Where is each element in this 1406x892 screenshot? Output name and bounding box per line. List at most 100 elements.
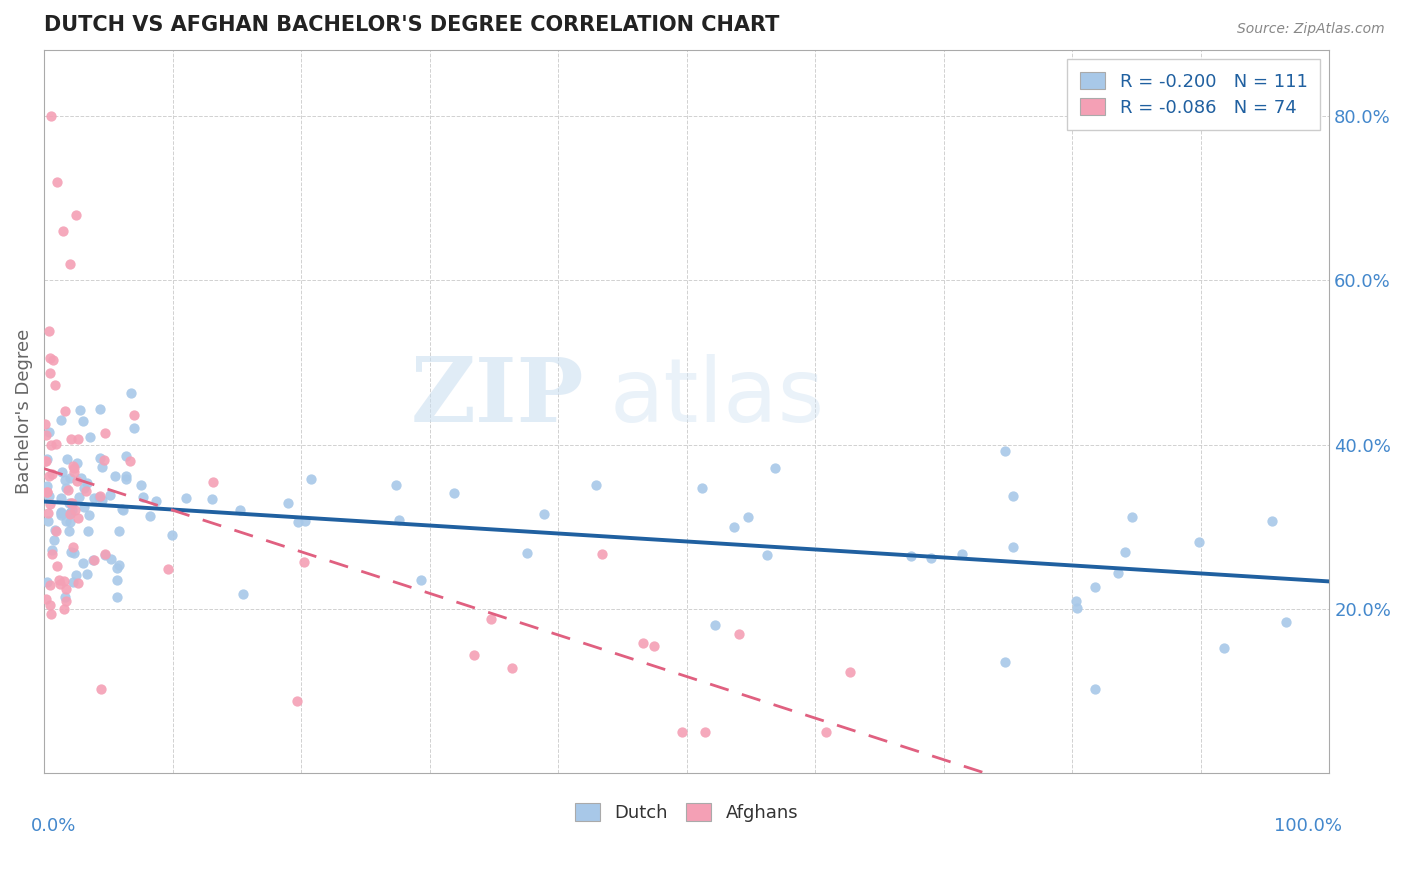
Point — [69, 403, 91, 417]
Point — [55, 452, 77, 467]
Point — [160, 528, 183, 542]
Point — [89, 682, 111, 697]
Point — [67, 576, 90, 591]
Point — [1107, 566, 1129, 581]
Point — [79, 430, 101, 444]
Point — [59, 515, 82, 529]
Point — [643, 639, 665, 653]
Point — [66, 432, 89, 446]
Point — [44, 523, 66, 537]
Point — [671, 725, 693, 739]
Point — [77, 508, 100, 522]
Point — [115, 469, 138, 483]
Point — [737, 509, 759, 524]
Point — [73, 500, 96, 514]
Point — [292, 555, 315, 569]
Point — [229, 503, 252, 517]
Point — [704, 617, 727, 632]
Point — [34, 417, 56, 431]
Point — [49, 505, 72, 519]
Point — [1084, 580, 1107, 594]
Point — [52, 602, 75, 616]
Point — [93, 548, 115, 562]
Point — [55, 594, 77, 608]
Point — [1066, 594, 1088, 608]
Point — [37, 452, 59, 467]
Point — [82, 553, 104, 567]
Point — [129, 477, 152, 491]
Point — [108, 558, 131, 572]
Point — [65, 208, 87, 222]
Point — [1066, 601, 1088, 615]
Point — [950, 547, 973, 561]
Point — [55, 514, 77, 528]
Point — [62, 465, 84, 479]
Point — [93, 452, 115, 467]
Point — [34, 454, 56, 468]
Point — [45, 437, 67, 451]
Point — [1275, 615, 1298, 629]
Point — [53, 403, 76, 417]
Point — [139, 508, 162, 523]
Point — [994, 443, 1017, 458]
Point — [1213, 641, 1236, 656]
Y-axis label: Bachelor's Degree: Bachelor's Degree — [15, 329, 32, 494]
Point — [89, 401, 111, 416]
Point — [299, 472, 322, 486]
Text: ZIP: ZIP — [411, 354, 583, 441]
Point — [51, 412, 73, 426]
Point — [388, 513, 411, 527]
Point — [59, 496, 82, 510]
Point — [98, 488, 121, 502]
Point — [46, 558, 69, 573]
Point — [89, 450, 111, 465]
Point — [176, 491, 198, 505]
Point — [501, 661, 523, 675]
Point — [39, 598, 62, 612]
Point — [59, 432, 82, 446]
Point — [287, 515, 309, 529]
Text: Source: ZipAtlas.com: Source: ZipAtlas.com — [1237, 22, 1385, 37]
Point — [72, 556, 94, 570]
Point — [1001, 489, 1024, 503]
Point — [60, 496, 83, 510]
Point — [44, 533, 66, 548]
Point — [35, 575, 58, 590]
Point — [51, 465, 73, 479]
Point — [727, 626, 749, 640]
Point — [443, 486, 465, 500]
Point — [38, 497, 60, 511]
Point — [38, 469, 60, 483]
Point — [35, 484, 58, 499]
Point — [202, 475, 225, 490]
Point — [120, 454, 142, 468]
Point — [1001, 540, 1024, 554]
Point — [58, 506, 80, 520]
Point — [385, 478, 408, 492]
Point — [59, 506, 82, 520]
Point — [38, 351, 60, 366]
Point — [37, 514, 59, 528]
Point — [122, 421, 145, 435]
Point — [120, 386, 142, 401]
Point — [693, 725, 716, 739]
Point — [60, 502, 83, 516]
Point — [900, 549, 922, 563]
Point — [723, 520, 745, 534]
Point — [41, 542, 63, 557]
Point — [105, 561, 128, 575]
Point — [145, 493, 167, 508]
Point — [115, 449, 138, 463]
Point — [35, 428, 58, 442]
Point — [631, 636, 654, 650]
Point — [201, 492, 224, 507]
Text: atlas: atlas — [610, 354, 825, 441]
Point — [115, 472, 138, 486]
Point — [49, 491, 72, 505]
Point — [38, 578, 60, 592]
Point — [62, 458, 84, 473]
Point — [48, 577, 70, 591]
Point — [62, 541, 84, 555]
Point — [1114, 545, 1136, 559]
Point — [76, 476, 98, 491]
